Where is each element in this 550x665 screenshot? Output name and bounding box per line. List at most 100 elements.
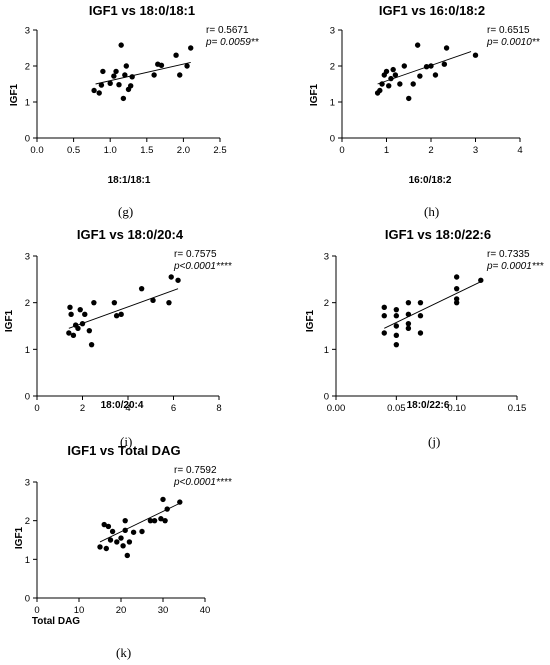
data-point <box>122 72 128 78</box>
data-point <box>164 506 170 512</box>
data-point <box>405 325 412 332</box>
data-point <box>472 52 479 58</box>
y-tick-label: 2 <box>324 298 329 309</box>
chart-title: IGF1 vs 18:0/18:1 <box>89 3 195 18</box>
y-axis-label: IGF1 <box>14 526 25 549</box>
x-tick-label: 2.5 <box>213 145 226 156</box>
data-point <box>160 496 166 503</box>
y-tick-label: 3 <box>25 478 30 489</box>
plot-area: 0 1 2 3 0.0 0.5 1.0 1.5 2.0 2.5 <box>25 26 227 157</box>
data-point <box>158 62 165 68</box>
y-axis-label: IGF1 <box>9 83 20 106</box>
p-value-label: p= 0.0001*** <box>486 261 545 272</box>
data-point <box>98 82 105 88</box>
chart-title: IGF1 vs 18:0/20:4 <box>77 227 184 242</box>
p-value-label: p= 0.0059** <box>205 37 260 48</box>
y-tick-label: 1 <box>330 98 335 109</box>
y-axis-label: IGF1 <box>309 83 320 106</box>
x-tick-label: 30 <box>158 605 169 616</box>
data-point <box>123 63 130 69</box>
data-point <box>177 72 183 78</box>
p-value-label: p<0.0001**** <box>173 261 233 272</box>
data-point <box>184 63 190 69</box>
data-point <box>405 320 412 327</box>
r-value-label: r= 0.7592 <box>174 465 217 476</box>
p-value-label: p<0.0001**** <box>173 477 233 488</box>
y-tick-label: 1 <box>25 98 30 109</box>
data-point <box>166 299 172 306</box>
data-point <box>66 330 72 336</box>
r-value-label: r= 0.5671 <box>206 25 249 36</box>
x-tick-label: 2 <box>428 145 433 156</box>
x-tick-label: 0.15 <box>508 403 527 414</box>
data-point <box>147 517 154 524</box>
x-tick-label: 0 <box>34 605 39 616</box>
data-point <box>428 63 434 69</box>
x-tick-label: 3 <box>473 145 478 156</box>
x-tick-label: 8 <box>216 403 221 414</box>
y-tick-label: 0 <box>25 134 30 145</box>
data-point <box>91 299 97 306</box>
x-tick-label: 0.05 <box>387 403 406 414</box>
data-point <box>151 517 158 524</box>
data-point <box>113 68 119 75</box>
x-axis-label: Total DAG <box>32 616 80 627</box>
data-point <box>82 311 88 318</box>
y-tick-label: 0 <box>25 392 30 403</box>
data-point <box>96 90 102 96</box>
data-point <box>423 64 430 70</box>
data-point <box>401 63 407 69</box>
data-point <box>129 74 135 80</box>
data-point <box>109 528 116 535</box>
chart-title: IGF1 vs 16:0/18:2 <box>379 3 485 18</box>
x-tick-label: 2.0 <box>177 145 190 156</box>
x-tick-label: 0 <box>34 403 39 414</box>
data-point <box>118 535 124 541</box>
chart-title: IGF1 vs 18:0/22:6 <box>385 227 491 242</box>
x-tick-label: 0.5 <box>67 145 80 156</box>
x-tick-label: 10 <box>74 605 85 616</box>
x-tick-label: 1 <box>384 145 389 156</box>
y-tick-label: 0 <box>330 134 335 145</box>
data-point <box>88 341 95 348</box>
regression-line <box>384 281 481 329</box>
data-point <box>138 285 145 292</box>
data-point <box>393 306 400 313</box>
data-point <box>386 83 392 89</box>
data-point <box>120 95 127 102</box>
chart-svg: IGF1 vs 16:0/18:2 IGF1 16:0/18:2 r= 0.65… <box>309 3 541 186</box>
x-tick-label: 4 <box>125 403 130 414</box>
data-point <box>381 304 387 311</box>
data-point <box>397 81 403 87</box>
y-tick-label: 1 <box>25 555 30 566</box>
data-point <box>417 299 424 306</box>
data-point <box>103 545 110 552</box>
y-tick-label: 3 <box>330 26 335 37</box>
panel-caption-g: (g) <box>118 204 134 219</box>
data-point <box>122 517 128 524</box>
data-point <box>105 523 112 530</box>
data-point <box>417 330 424 336</box>
x-axis-label: 18:1/18:1 <box>108 175 151 186</box>
data-point <box>381 330 387 336</box>
data-point <box>118 42 124 48</box>
data-point <box>379 81 385 87</box>
y-tick-label: 1 <box>324 345 329 356</box>
y-tick-label: 3 <box>25 252 30 263</box>
x-tick-label: 0.0 <box>30 145 43 156</box>
data-point <box>188 45 194 51</box>
data-point <box>383 68 390 75</box>
data-point <box>393 323 400 329</box>
data-point <box>139 528 145 535</box>
data-point <box>453 296 460 302</box>
y-tick-label: 3 <box>324 252 329 263</box>
data-point <box>405 311 412 318</box>
x-tick-label: 2 <box>80 403 85 414</box>
panel-caption-i: (i) <box>120 434 133 449</box>
data-point <box>478 277 484 283</box>
chart-svg: IGF1 vs Total DAG IGF1 Total DAG r= 0.75… <box>14 443 233 627</box>
data-point <box>162 517 168 524</box>
r-value-label: r= 0.6515 <box>487 25 530 36</box>
data-point <box>168 274 174 280</box>
